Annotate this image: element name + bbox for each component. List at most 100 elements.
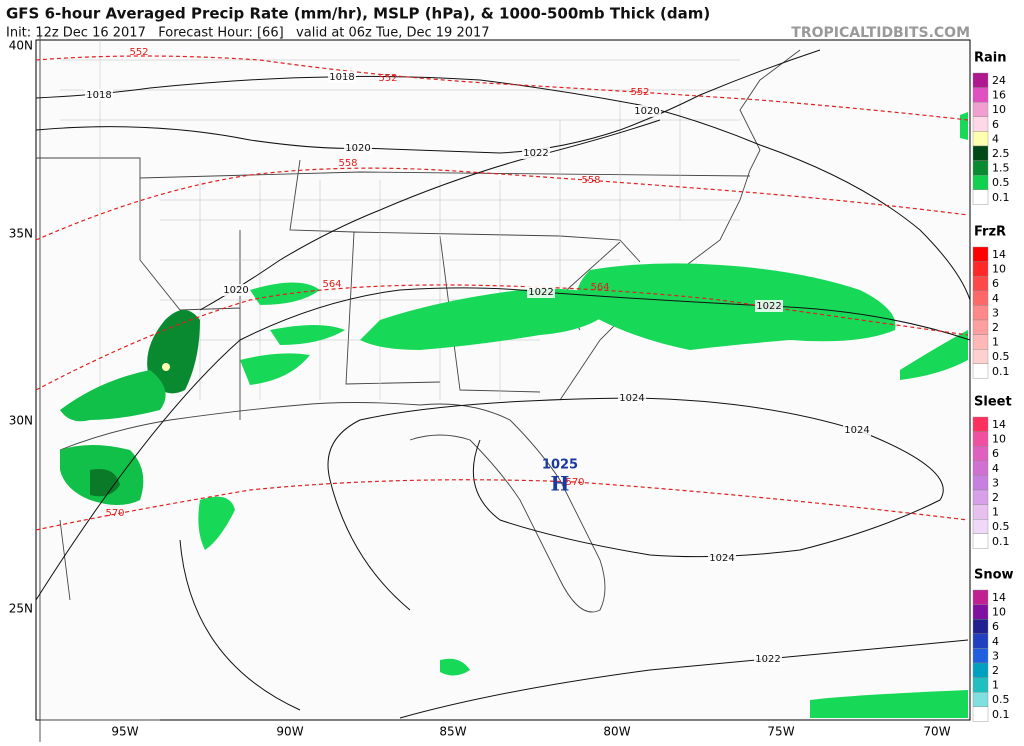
legend-swatch [972,72,989,88]
legend-label: 2 [992,321,999,334]
legend-label: 2 [992,491,999,504]
legend-label: 3 [992,649,999,662]
legend-label: 0.1 [992,708,1010,721]
lon-label: 85W [439,725,466,739]
lon-label: 70W [923,725,950,739]
legend-title: Snow [974,568,1014,583]
isobar-label: 1024 [619,393,644,404]
legend-label: 4 [992,292,999,305]
thickness-label: 570 [565,477,584,488]
isobar-label: 1022 [755,654,780,665]
isobar-label-bg [754,653,782,665]
high-pressure-symbol: H [551,472,570,496]
legends: Rain241610642.51.50.50.1FrzR1410643210.5… [972,51,1014,722]
legend-swatch [972,246,989,262]
legend-label: 4 [992,462,999,475]
legend-swatch [972,145,989,161]
isobar-label: 1024 [844,425,869,436]
legend-label: 0.5 [992,520,1010,533]
isobar-label-bg [222,284,250,296]
legend-swatch [972,261,989,277]
isobars [35,49,971,719]
legend-swatch [972,446,989,462]
legend-label: 0.1 [992,535,1010,548]
legend-label: 1.5 [992,162,1010,175]
isobar-label-bg [633,105,661,117]
thickness-label: 552 [630,87,649,98]
legend-label: 10 [992,433,1006,446]
isobar-label: 1020 [634,106,659,117]
legend-label: 3 [992,476,999,489]
legend-label: 16 [992,89,1006,102]
legend-swatch [972,349,989,365]
legend-swatch [972,116,989,132]
thickness-label: 558 [581,175,600,186]
isobar-label-bg [618,392,646,404]
legend-swatch [972,706,989,722]
legend-swatch [972,692,989,708]
legend-label: 1 [992,336,999,349]
legend-swatch [972,460,989,476]
legend-label: 6 [992,620,999,633]
isobar-label-bg [522,147,550,159]
lat-label: 30N [9,414,33,428]
legend-swatch [972,489,989,505]
legend-swatch [972,131,989,147]
legend-swatch [972,334,989,350]
legend-swatch [972,662,989,678]
legend-label: 4 [992,132,999,145]
isobar-label: 1022 [523,148,548,159]
site-name: TROPICALTIDBITS.COM [791,25,970,41]
isobar-label-bg [708,552,736,564]
precip-spot [162,363,170,371]
legend-label: 14 [992,418,1006,431]
legend-swatch [972,290,989,306]
legend-label: 6 [992,277,999,290]
legend-label: 4 [992,635,999,648]
legend-label: 1 [992,679,999,692]
high-pressure-value: 1025 [542,458,578,473]
title: GFS 6-hour Averaged Precip Rate (mm/hr),… [6,5,710,23]
isobar-label: 1022 [756,301,781,312]
legend-label: 10 [992,606,1006,619]
legend-swatch [972,431,989,447]
isobar-label: 1018 [86,90,111,101]
legend-title: FrzR [974,225,1006,240]
legend-label: 6 [992,118,999,131]
isobar-label-bg [527,286,555,298]
legend-swatch [972,633,989,649]
lat-label: 25N [9,602,33,616]
thickness-label: 558 [338,158,357,169]
thickness-label: 552 [378,73,397,84]
legend-label: 0.5 [992,350,1010,363]
isobar-label: 1022 [528,287,553,298]
isobar-label: 1018 [329,72,354,83]
legend-swatch [972,475,989,491]
legend-swatch [972,619,989,635]
legend-label: 1 [992,506,999,519]
isobar-label: 1020 [345,143,370,154]
legend-title: Sleet [974,395,1012,410]
legend-swatch [972,677,989,693]
legend-swatch [972,101,989,117]
legend-swatch [972,533,989,549]
legend-label: 24 [992,74,1006,87]
legend-swatch [972,319,989,335]
legend-label: 0.1 [992,365,1010,378]
isobar-label-bg [344,142,372,154]
legend-swatch [972,519,989,535]
legend-swatch [972,416,989,432]
legend-swatch [972,504,989,520]
map-area [35,30,971,746]
isobar-label-bg [85,89,113,101]
legend-label: 2 [992,664,999,677]
lat-label: 40N [9,39,33,53]
isobar-label: 1024 [709,553,734,564]
precip-areas [60,112,968,718]
isobar-label-bg [755,300,783,312]
legend-label: 10 [992,103,1006,116]
map-labels: 40N 35N 30N 25N 95W 90W 85W 80W 75W 70W 1018 1018 10… [9,39,951,739]
legend-swatch [972,87,989,103]
lon-label: 95W [111,725,138,739]
